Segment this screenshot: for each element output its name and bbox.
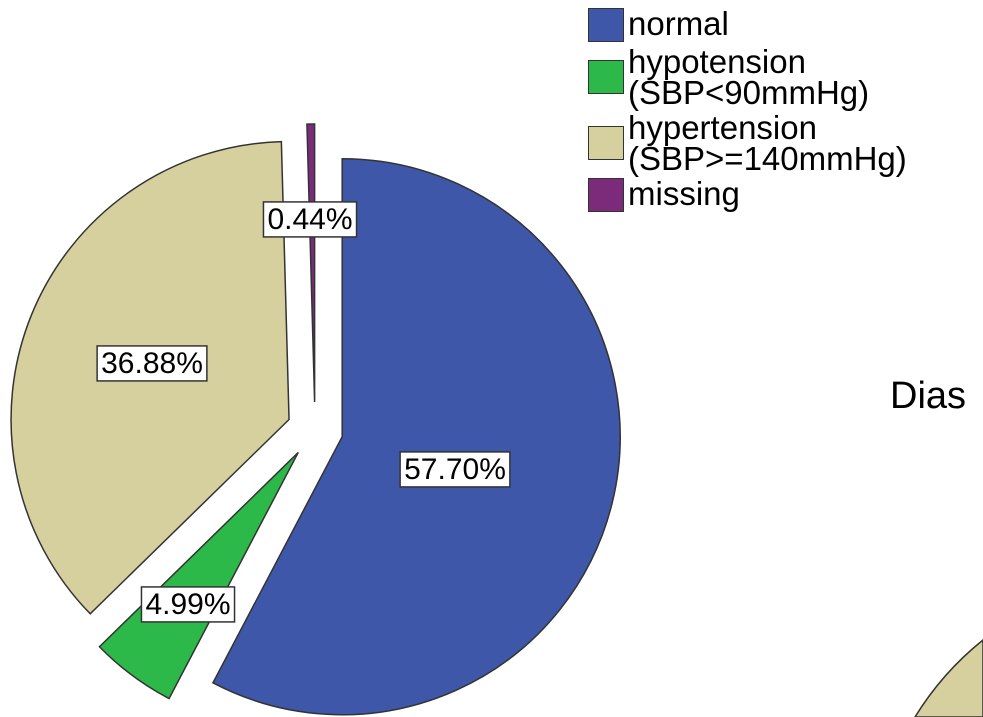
partial-second-pie: [914, 639, 983, 717]
pie-slice: [306, 123, 316, 403]
legend-label: hypotension (SBP<90mmHg): [628, 43, 870, 111]
legend-item: missing: [588, 175, 983, 212]
data-label: 4.99%: [145, 588, 230, 621]
legend-swatch: [588, 126, 624, 160]
data-label: 36.88%: [101, 347, 203, 380]
legend-swatch: [588, 8, 624, 42]
annotation: Dias: [890, 375, 966, 417]
legend: normal hypotension (SBP<90mmHg) hypertensi…: [588, 5, 983, 216]
data-label-box: [140, 586, 236, 623]
data-label-box: [262, 201, 358, 238]
legend-item: normal: [588, 5, 983, 42]
legend-label: normal: [628, 5, 729, 42]
data-label-box: [399, 451, 511, 488]
data-label-box: [96, 345, 208, 382]
data-label: 0.44%: [267, 203, 352, 236]
data-label: 57.70%: [404, 453, 506, 486]
pie-slice: [211, 157, 621, 716]
legend-label: missing: [628, 175, 740, 212]
legend-swatch: [588, 60, 624, 94]
legend-swatch: [588, 178, 624, 212]
legend-item: hypotension (SBP<90mmHg): [588, 43, 983, 111]
pie-slice: [98, 451, 299, 700]
legend-label: hypertension (SBP>=140mmHg): [628, 109, 907, 177]
legend-item: hypertension (SBP>=140mmHg): [588, 109, 983, 177]
